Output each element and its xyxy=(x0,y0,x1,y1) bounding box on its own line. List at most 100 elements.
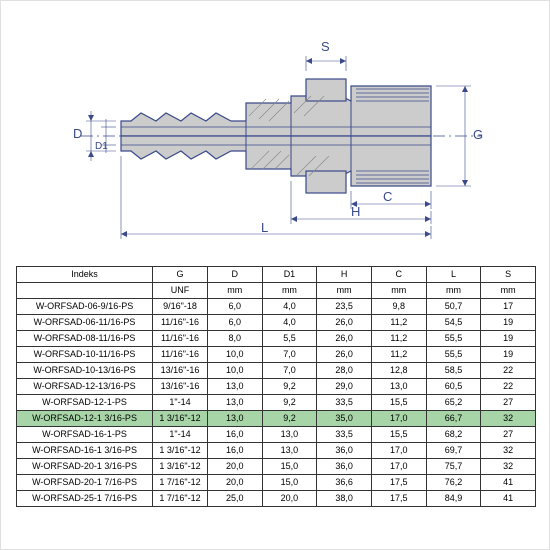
label-L: L xyxy=(261,220,268,235)
table-row: W-ORFSAD-06-11/16-PS11/16"-166,04,026,01… xyxy=(17,315,536,331)
table-cell: 22 xyxy=(481,363,536,379)
unit-header: UNF xyxy=(153,283,208,299)
label-C: C xyxy=(383,189,392,204)
spec-table-area: IndeksGDD1HCLS UNFmmmmmmmmmmmm W-ORFSAD-… xyxy=(16,266,536,507)
table-cell: W-ORFSAD-08-11/16-PS xyxy=(17,331,153,347)
table-cell: 10,0 xyxy=(207,347,262,363)
col-header: H xyxy=(317,267,372,283)
table-cell: 19 xyxy=(481,347,536,363)
table-cell: 55,5 xyxy=(426,331,481,347)
table-cell: 17,0 xyxy=(371,411,426,427)
table-row: W-ORFSAD-10-13/16-PS13/16"-1610,07,028,0… xyxy=(17,363,536,379)
technical-drawing: S G D D1 C H L xyxy=(51,41,501,251)
table-cell: 7,0 xyxy=(262,347,317,363)
label-S: S xyxy=(321,39,330,54)
table-cell: 27 xyxy=(481,395,536,411)
table-cell: 15,5 xyxy=(371,427,426,443)
table-cell: 10,0 xyxy=(207,363,262,379)
table-cell: 41 xyxy=(481,491,536,507)
table-cell: 17,5 xyxy=(371,491,426,507)
table-cell: 9,2 xyxy=(262,411,317,427)
table-cell: W-ORFSAD-25-1 7/16-PS xyxy=(17,491,153,507)
table-cell: W-ORFSAD-20-1 7/16-PS xyxy=(17,475,153,491)
label-D: D xyxy=(73,126,82,141)
table-cell: 75,7 xyxy=(426,459,481,475)
table-cell: 27 xyxy=(481,427,536,443)
table-cell: 35,0 xyxy=(317,411,372,427)
table-cell: 60,5 xyxy=(426,379,481,395)
table-cell: 17,0 xyxy=(371,459,426,475)
table-cell: 76,2 xyxy=(426,475,481,491)
table-cell: 65,2 xyxy=(426,395,481,411)
table-cell: 32 xyxy=(481,443,536,459)
unit-header: mm xyxy=(481,283,536,299)
table-cell: 22 xyxy=(481,379,536,395)
table-cell: W-ORFSAD-10-11/16-PS xyxy=(17,347,153,363)
table-cell: 68,2 xyxy=(426,427,481,443)
table-cell: 13,0 xyxy=(207,411,262,427)
table-cell: 1 3/16"-12 xyxy=(153,411,208,427)
table-cell: 20,0 xyxy=(207,459,262,475)
table-cell: 6,0 xyxy=(207,299,262,315)
table-cell: 1"-14 xyxy=(153,395,208,411)
table-cell: 9/16"-18 xyxy=(153,299,208,315)
table-cell: 8,0 xyxy=(207,331,262,347)
unit-header: mm xyxy=(207,283,262,299)
table-cell: W-ORFSAD-12-1-PS xyxy=(17,395,153,411)
unit-header xyxy=(17,283,153,299)
table-cell: 16,0 xyxy=(207,443,262,459)
table-header: IndeksGDD1HCLS UNFmmmmmmmmmmmm xyxy=(17,267,536,299)
col-header: G xyxy=(153,267,208,283)
fitting-diagram xyxy=(51,41,501,251)
table-cell: 13/16"-16 xyxy=(153,379,208,395)
table-row: W-ORFSAD-06-9/16-PS9/16"-186,04,023,59,8… xyxy=(17,299,536,315)
table-cell: 15,0 xyxy=(262,459,317,475)
table-cell: 19 xyxy=(481,315,536,331)
table-cell: 9,2 xyxy=(262,395,317,411)
table-cell: 17,0 xyxy=(371,443,426,459)
table-cell: 13,0 xyxy=(207,379,262,395)
table-cell: W-ORFSAD-06-11/16-PS xyxy=(17,315,153,331)
table-cell: 11/16"-16 xyxy=(153,331,208,347)
unit-header: mm xyxy=(426,283,481,299)
table-row: W-ORFSAD-10-11/16-PS11/16"-1610,07,026,0… xyxy=(17,347,536,363)
table-cell: 38,0 xyxy=(317,491,372,507)
table-cell: 26,0 xyxy=(317,315,372,331)
table-cell: 13,0 xyxy=(207,395,262,411)
table-cell: 16,0 xyxy=(207,427,262,443)
table-row: W-ORFSAD-20-1 7/16-PS1 7/16"-1220,015,03… xyxy=(17,475,536,491)
table-cell: 6,0 xyxy=(207,315,262,331)
col-header: D1 xyxy=(262,267,317,283)
label-D1: D1 xyxy=(95,141,108,152)
table-row: W-ORFSAD-12-13/16-PS13/16"-1613,09,229,0… xyxy=(17,379,536,395)
table-cell: 36,6 xyxy=(317,475,372,491)
table-cell: 33,5 xyxy=(317,395,372,411)
table-cell: 11,2 xyxy=(371,331,426,347)
table-cell: W-ORFSAD-16-1-PS xyxy=(17,427,153,443)
table-cell: 9,2 xyxy=(262,379,317,395)
table-cell: 28,0 xyxy=(317,363,372,379)
table-row: W-ORFSAD-25-1 7/16-PS1 7/16"-1225,020,03… xyxy=(17,491,536,507)
table-cell: 19 xyxy=(481,331,536,347)
table-cell: W-ORFSAD-12-13/16-PS xyxy=(17,379,153,395)
table-cell: 13/16"-16 xyxy=(153,363,208,379)
col-header: Indeks xyxy=(17,267,153,283)
table-cell: 1 3/16"-12 xyxy=(153,459,208,475)
table-cell: 1 7/16"-12 xyxy=(153,475,208,491)
table-cell: 55,5 xyxy=(426,347,481,363)
table-cell: 1 3/16"-12 xyxy=(153,443,208,459)
table-cell: 17 xyxy=(481,299,536,315)
table-cell: 5,5 xyxy=(262,331,317,347)
table-row: W-ORFSAD-08-11/16-PS11/16"-168,05,526,01… xyxy=(17,331,536,347)
table-cell: W-ORFSAD-12-1 3/16-PS xyxy=(17,411,153,427)
spec-table: IndeksGDD1HCLS UNFmmmmmmmmmmmm W-ORFSAD-… xyxy=(16,266,536,507)
table-row: W-ORFSAD-20-1 3/16-PS1 3/16"-1220,015,03… xyxy=(17,459,536,475)
table-cell: 11,2 xyxy=(371,315,426,331)
table-cell: 33,5 xyxy=(317,427,372,443)
table-cell: 41 xyxy=(481,475,536,491)
table-row: W-ORFSAD-12-1 3/16-PS1 3/16"-1213,09,235… xyxy=(17,411,536,427)
unit-header: mm xyxy=(262,283,317,299)
col-header: L xyxy=(426,267,481,283)
table-cell: 36,0 xyxy=(317,443,372,459)
table-cell: 13,0 xyxy=(262,443,317,459)
